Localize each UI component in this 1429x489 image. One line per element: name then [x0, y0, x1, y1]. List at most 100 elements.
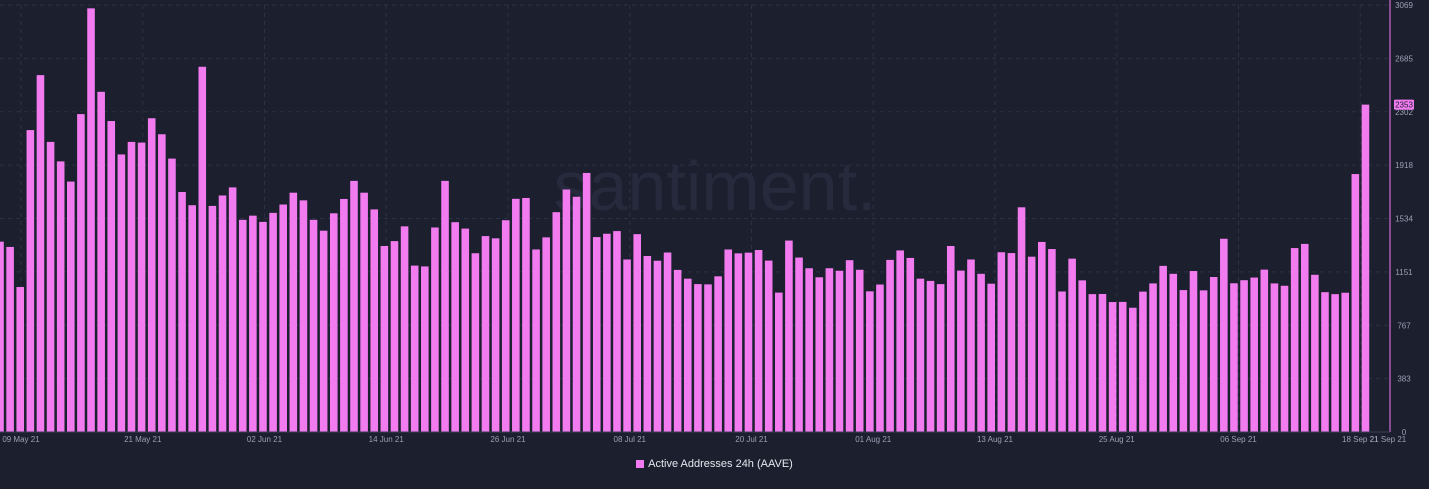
bar[interactable]	[1098, 293, 1107, 432]
bar[interactable]	[896, 250, 904, 432]
bar[interactable]	[1230, 283, 1238, 432]
bar[interactable]	[795, 257, 803, 432]
bar[interactable]	[845, 260, 854, 432]
bar[interactable]	[1027, 256, 1036, 432]
bar[interactable]	[279, 204, 287, 432]
bar[interactable]	[542, 237, 550, 432]
bar[interactable]	[1270, 283, 1279, 432]
bar[interactable]	[1017, 207, 1026, 432]
bar[interactable]	[754, 250, 763, 432]
bar[interactable]	[400, 226, 409, 432]
bar[interactable]	[1048, 249, 1056, 432]
bar[interactable]	[117, 154, 126, 432]
bar[interactable]	[410, 265, 419, 432]
bar[interactable]	[1129, 307, 1137, 432]
bar[interactable]	[77, 114, 85, 433]
bar[interactable]	[1311, 274, 1319, 432]
bar[interactable]	[471, 253, 480, 432]
bar[interactable]	[1139, 291, 1147, 432]
bar[interactable]	[744, 252, 753, 432]
bar[interactable]	[1351, 174, 1360, 432]
bar[interactable]	[67, 181, 75, 432]
bar[interactable]	[259, 221, 267, 432]
bar[interactable]	[238, 219, 247, 432]
bar[interactable]	[421, 266, 429, 432]
bar[interactable]	[876, 284, 884, 432]
bar[interactable]	[926, 280, 935, 432]
bar[interactable]	[936, 284, 945, 432]
bar[interactable]	[178, 191, 186, 432]
bar[interactable]	[289, 192, 298, 432]
bar[interactable]	[0, 241, 4, 432]
bar[interactable]	[46, 141, 55, 432]
bar[interactable]	[188, 205, 196, 432]
bar[interactable]	[309, 219, 318, 432]
bar[interactable]	[866, 291, 874, 432]
bar[interactable]	[957, 270, 965, 432]
bar[interactable]	[1361, 104, 1370, 433]
bar[interactable]	[522, 197, 530, 432]
bar[interactable]	[704, 284, 712, 432]
bar[interactable]	[785, 240, 793, 432]
bar[interactable]	[1118, 301, 1127, 432]
bar[interactable]	[1199, 290, 1208, 432]
bar[interactable]	[825, 268, 834, 432]
bar[interactable]	[775, 292, 783, 432]
bar[interactable]	[1149, 283, 1157, 432]
bar[interactable]	[491, 238, 500, 432]
bar[interactable]	[1250, 277, 1258, 432]
bar[interactable]	[6, 246, 14, 432]
bar[interactable]	[1209, 277, 1218, 432]
bar[interactable]	[916, 278, 925, 432]
bar[interactable]	[805, 268, 813, 432]
bar[interactable]	[1260, 269, 1269, 432]
bar[interactable]	[36, 75, 45, 432]
bar[interactable]	[613, 231, 621, 432]
bar[interactable]	[592, 237, 601, 432]
bar[interactable]	[218, 195, 227, 432]
bar[interactable]	[481, 236, 490, 432]
bar[interactable]	[1280, 285, 1289, 432]
bar[interactable]	[107, 121, 116, 433]
bar[interactable]	[815, 277, 824, 432]
bar[interactable]	[26, 130, 35, 432]
bar[interactable]	[1240, 280, 1248, 432]
bar[interactable]	[1300, 243, 1309, 432]
bar[interactable]	[1068, 258, 1076, 432]
bar[interactable]	[340, 198, 348, 432]
bar[interactable]	[198, 66, 207, 432]
bar[interactable]	[764, 260, 773, 432]
bar[interactable]	[390, 241, 399, 432]
bar[interactable]	[431, 227, 439, 432]
bar[interactable]	[1220, 238, 1228, 432]
bar[interactable]	[1037, 241, 1046, 432]
bar[interactable]	[168, 158, 176, 432]
bar[interactable]	[1179, 290, 1188, 432]
bar[interactable]	[532, 249, 540, 432]
bar[interactable]	[360, 192, 368, 432]
bar[interactable]	[562, 189, 571, 432]
bar[interactable]	[87, 8, 95, 432]
bar[interactable]	[370, 209, 379, 432]
bar[interactable]	[977, 273, 985, 432]
bar[interactable]	[380, 245, 389, 432]
bar[interactable]	[967, 259, 975, 432]
bar[interactable]	[1290, 248, 1299, 432]
bar[interactable]	[1189, 271, 1198, 432]
bar[interactable]	[653, 260, 662, 432]
bar[interactable]	[552, 212, 561, 432]
bar[interactable]	[906, 257, 915, 432]
bar[interactable]	[228, 187, 237, 432]
bar[interactable]	[158, 134, 166, 432]
bar[interactable]	[946, 245, 955, 432]
bar[interactable]	[137, 142, 146, 433]
bar[interactable]	[572, 196, 581, 432]
bar[interactable]	[269, 212, 277, 432]
bar[interactable]	[997, 252, 1006, 432]
bar[interactable]	[249, 215, 257, 432]
bar[interactable]	[582, 172, 591, 433]
bar[interactable]	[1331, 294, 1339, 432]
bar[interactable]	[501, 220, 510, 432]
bar[interactable]	[56, 161, 65, 432]
bar[interactable]	[16, 287, 25, 432]
